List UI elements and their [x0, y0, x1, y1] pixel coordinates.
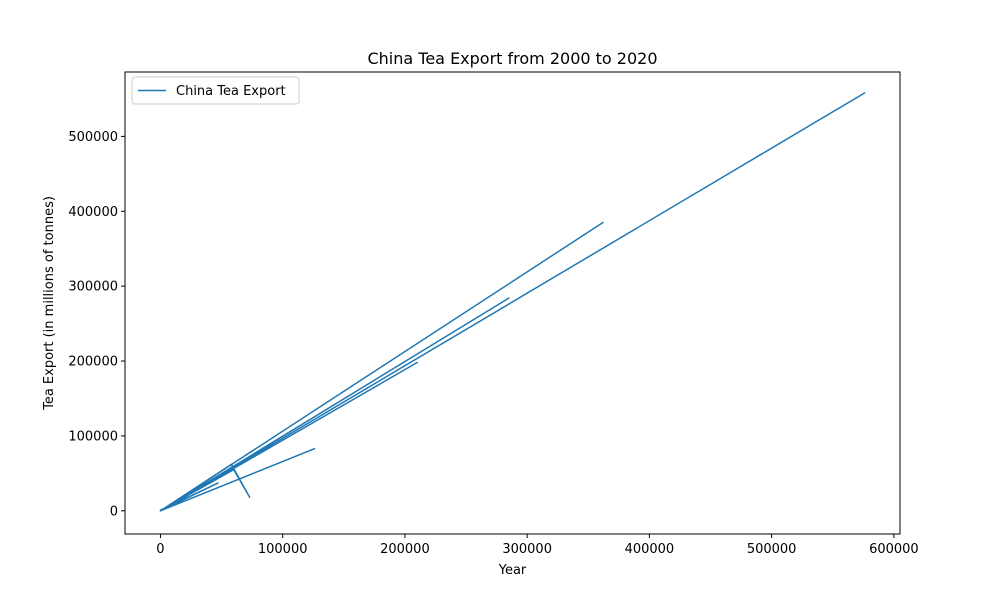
axes-frame [124, 71, 901, 535]
x-tick-label: 400000 [625, 542, 675, 557]
legend-label: China Tea Export [176, 84, 286, 99]
plot-layer [159, 91, 866, 512]
series-line-0 [159, 91, 866, 512]
x-tick-label: 0 [156, 542, 164, 557]
y-tick-label: 400000 [68, 205, 118, 220]
legend: China Tea Export [131, 76, 300, 105]
x-axis-ticks: 0 100000 200000 300000 400000 500000 600000 [156, 534, 919, 557]
y-tick-label: 500000 [68, 130, 118, 145]
x-tick-label: 200000 [380, 542, 430, 557]
y-tick-label: 100000 [68, 429, 118, 444]
y-tick-label: 300000 [68, 280, 118, 295]
x-tick-label: 500000 [747, 542, 797, 557]
y-tick-label: 0 [110, 504, 118, 519]
y-tick-label: 200000 [68, 355, 118, 370]
x-tick-label: 600000 [869, 542, 919, 557]
y-axis-ticks: 0 100000 200000 300000 400000 500000 [68, 130, 125, 519]
y-axis-label: Tea Export (in millions of tonnes) [42, 196, 57, 411]
chart-title: China Tea Export from 2000 to 2020 [367, 49, 657, 68]
x-tick-label: 100000 [258, 542, 308, 557]
legend-box [131, 76, 300, 105]
x-tick-label: 300000 [502, 542, 552, 557]
x-axis-label: Year [498, 563, 527, 578]
